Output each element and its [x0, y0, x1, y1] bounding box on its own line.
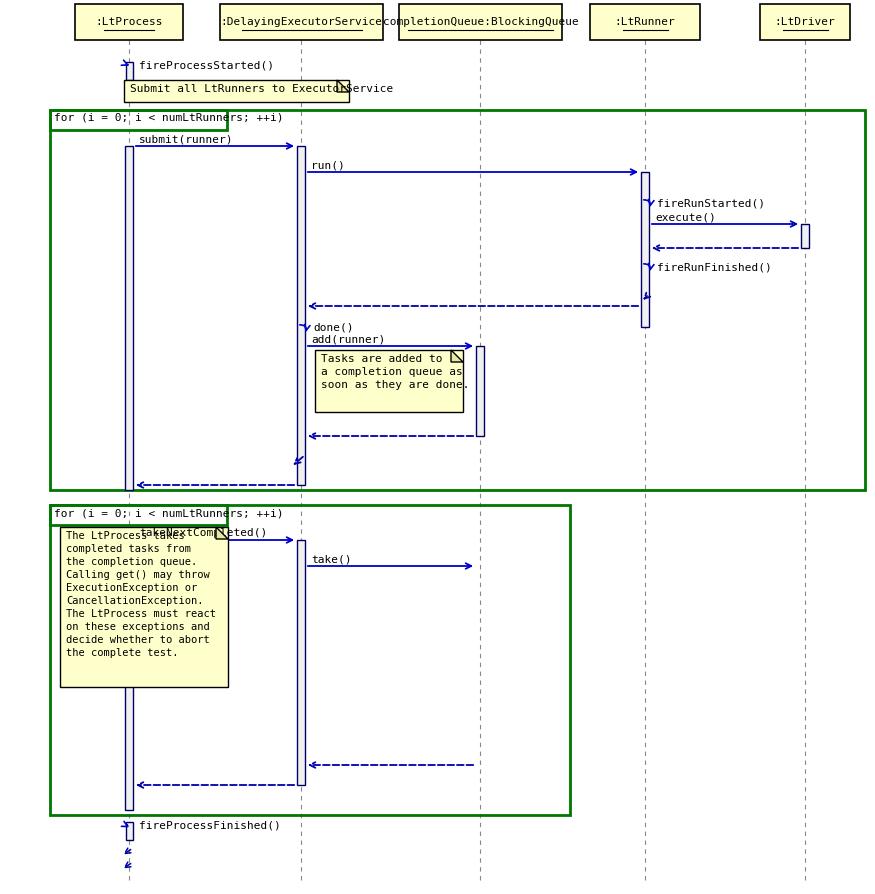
Bar: [124, 80, 349, 102]
Text: the complete test.: the complete test.: [66, 648, 178, 658]
Text: :LtDriver: :LtDriver: [774, 17, 836, 27]
Text: decide whether to abort: decide whether to abort: [66, 635, 210, 645]
Bar: [399, 4, 562, 40]
Text: on these exceptions and: on these exceptions and: [66, 622, 210, 632]
Text: for (i = 0; i < numLtRunners; ++i): for (i = 0; i < numLtRunners; ++i): [54, 113, 284, 123]
Polygon shape: [337, 80, 349, 92]
Text: completed tasks from: completed tasks from: [66, 544, 191, 554]
Text: Tasks are added to: Tasks are added to: [321, 354, 443, 364]
Text: ExecutionException or: ExecutionException or: [66, 583, 197, 593]
Bar: [297, 146, 305, 485]
Text: fireRunStarted(): fireRunStarted(): [657, 198, 765, 208]
Bar: [476, 346, 484, 436]
Text: submit(runner): submit(runner): [139, 134, 234, 144]
Bar: [801, 224, 809, 248]
Bar: [50, 505, 227, 525]
Text: Submit all LtRunners to ExecutorService: Submit all LtRunners to ExecutorService: [130, 84, 393, 94]
Text: fireProcessStarted(): fireProcessStarted(): [139, 60, 274, 70]
Bar: [590, 4, 700, 40]
Text: run(): run(): [311, 160, 345, 170]
Bar: [125, 146, 133, 490]
Text: The LtProcess must react: The LtProcess must react: [66, 609, 216, 619]
Text: the completion queue.: the completion queue.: [66, 557, 197, 567]
Bar: [60, 527, 228, 687]
Polygon shape: [216, 527, 228, 539]
Text: takeNextCompleted(): takeNextCompleted(): [139, 528, 267, 538]
Text: add(runner): add(runner): [311, 334, 385, 344]
Bar: [125, 62, 132, 80]
Bar: [760, 4, 850, 40]
Bar: [50, 505, 570, 815]
Bar: [220, 4, 383, 40]
Text: completionQueue:BlockingQueue: completionQueue:BlockingQueue: [382, 17, 578, 27]
Text: a completion queue as: a completion queue as: [321, 367, 463, 377]
Bar: [75, 4, 183, 40]
Text: Calling get() may throw: Calling get() may throw: [66, 570, 210, 580]
Text: for (i = 0; i < numLtRunners; ++i): for (i = 0; i < numLtRunners; ++i): [54, 508, 284, 518]
Text: :LtProcess: :LtProcess: [95, 17, 163, 27]
Text: done(): done(): [313, 323, 354, 333]
Bar: [641, 172, 649, 327]
Bar: [125, 540, 133, 810]
Text: CancellationException.: CancellationException.: [66, 596, 204, 606]
Bar: [50, 110, 227, 130]
Text: :DelayingExecutorService: :DelayingExecutorService: [220, 17, 382, 27]
Bar: [297, 540, 305, 785]
Text: execute(): execute(): [655, 212, 716, 222]
Bar: [50, 110, 865, 490]
Bar: [315, 350, 463, 412]
Polygon shape: [451, 350, 463, 362]
Text: fireRunFinished(): fireRunFinished(): [657, 262, 772, 272]
Text: soon as they are done.: soon as they are done.: [321, 380, 470, 390]
Text: fireProcessFinished(): fireProcessFinished(): [139, 820, 281, 830]
Text: The LtProcess takes: The LtProcess takes: [66, 531, 185, 541]
Text: take(): take(): [311, 554, 352, 564]
Bar: [125, 822, 132, 840]
Text: :LtRunner: :LtRunner: [614, 17, 676, 27]
